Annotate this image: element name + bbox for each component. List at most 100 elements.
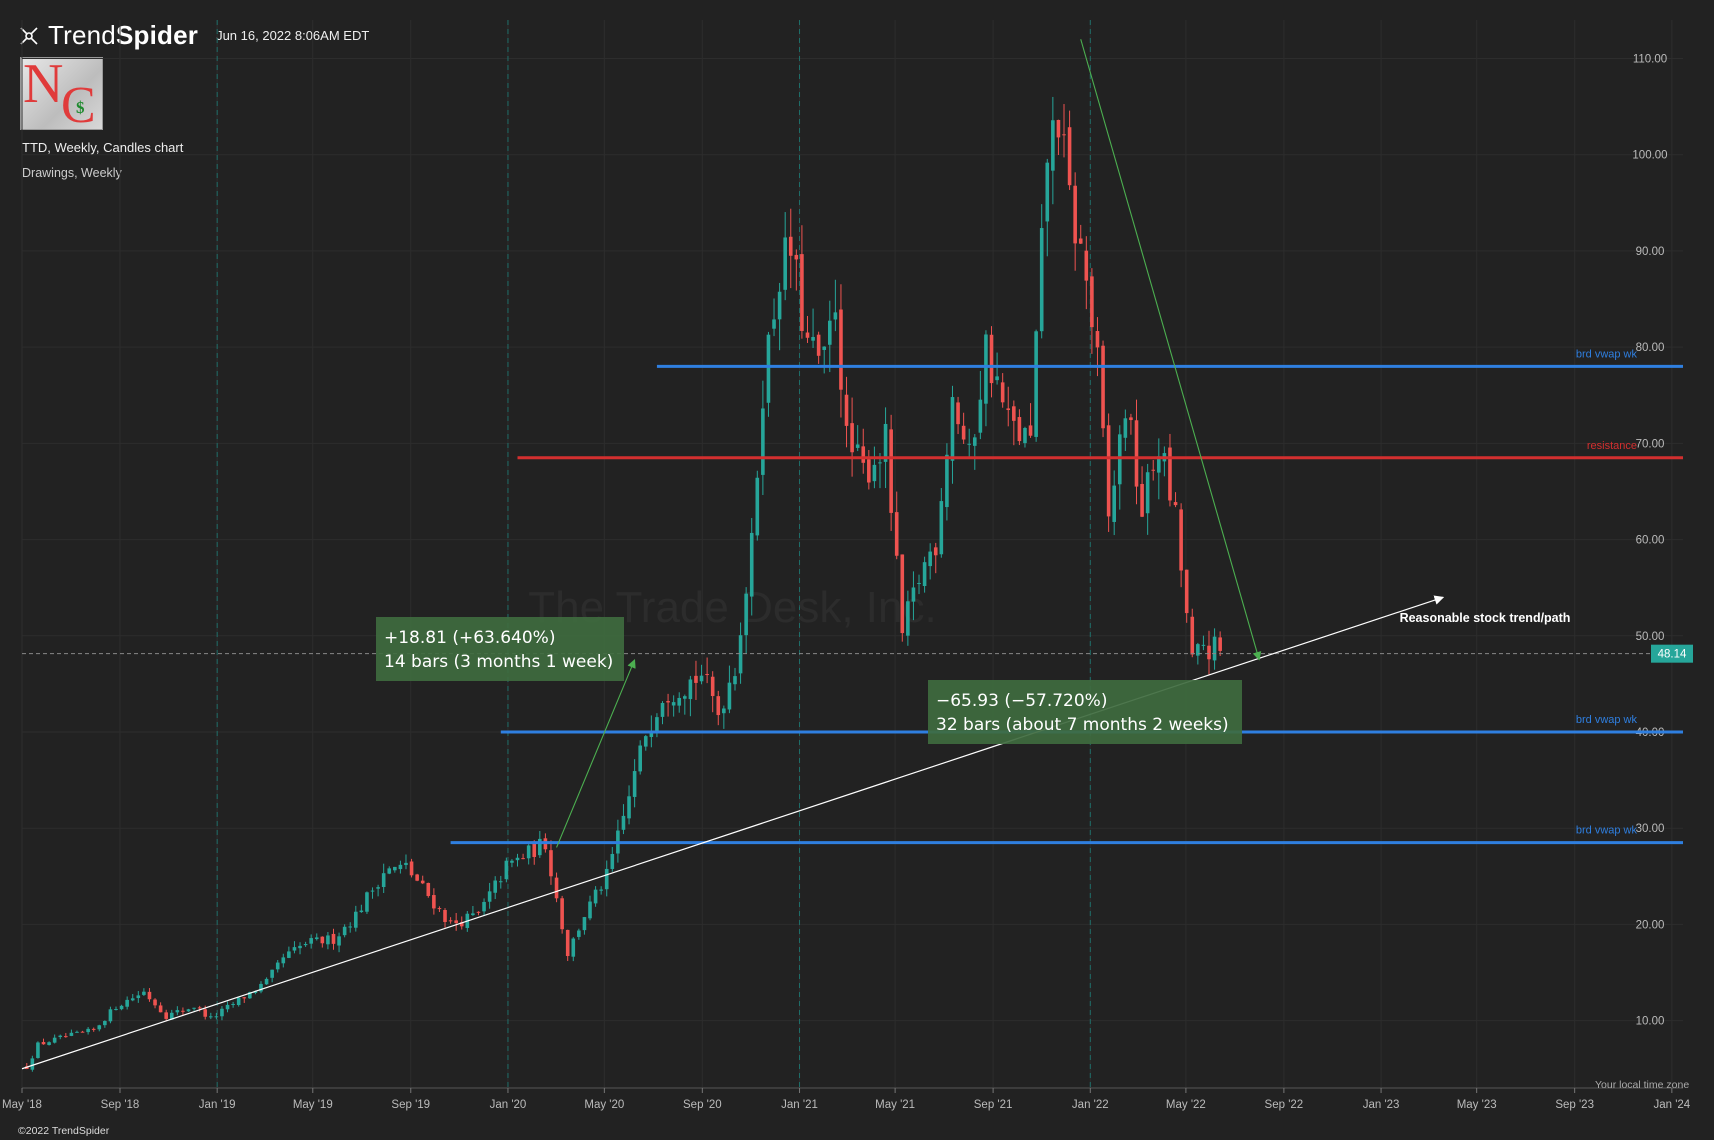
candle-up (683, 696, 687, 699)
candle-down (164, 1012, 168, 1019)
candle-down (1090, 276, 1094, 328)
candle-down (415, 874, 419, 881)
candle-up (169, 1012, 174, 1020)
measure-down-change: −65.93 (−57.720%) (936, 691, 1107, 711)
candle-down (437, 908, 442, 910)
x-tick-label: May '19 (293, 1099, 333, 1111)
candle-up (878, 462, 882, 464)
candle-down (203, 1009, 208, 1017)
candle-up (950, 397, 955, 461)
candle-down (1218, 637, 1222, 651)
candle-up (287, 951, 291, 958)
candle-up (248, 992, 252, 999)
candle-down (961, 425, 966, 440)
candle-up (744, 593, 748, 636)
candle-down (1028, 425, 1033, 436)
candle-up (772, 319, 776, 329)
candle-up (577, 930, 581, 937)
candle-up (264, 978, 269, 985)
candle-up (103, 1020, 107, 1026)
candle-up (381, 873, 386, 888)
candle-up (660, 702, 665, 717)
candle-up (822, 346, 827, 350)
candle-down (694, 675, 698, 683)
candle-up (231, 1003, 235, 1005)
level-label: resistance (1587, 440, 1637, 452)
candle-down (1012, 406, 1016, 421)
x-tick-label: May '20 (584, 1099, 624, 1111)
candle-up (945, 454, 949, 508)
candle-up (643, 736, 648, 747)
candle-down (933, 547, 938, 556)
candle-up (699, 675, 704, 682)
candle-down (1067, 127, 1072, 186)
candle-down (1106, 425, 1111, 517)
candle-up (827, 320, 832, 345)
x-tick-label: Jan '19 (199, 1099, 236, 1111)
candle-up (928, 551, 932, 567)
x-tick-label: Jan '21 (781, 1099, 818, 1111)
candle-down (565, 929, 570, 957)
level-label: brd vwap wk (1576, 825, 1638, 837)
x-tick-label: May '21 (875, 1099, 915, 1111)
candle-up (655, 717, 659, 732)
candle-up (1201, 644, 1206, 646)
y-tick-label: 70.00 (1636, 438, 1665, 450)
brand-header: TrendSpider Jun 16, 2022 8:06AM EDT (18, 20, 369, 51)
candle-up (995, 376, 999, 381)
candle-up (186, 1009, 191, 1012)
candle-up (175, 1010, 180, 1013)
candle-down (666, 701, 670, 703)
candle-down (197, 1007, 202, 1009)
candle-down (805, 332, 810, 338)
timezone-note[interactable]: Your local time zone (1595, 1079, 1690, 1091)
candle-up (621, 815, 626, 830)
candle-up (627, 796, 631, 819)
candle-up (125, 999, 129, 1007)
candle-down (900, 554, 905, 634)
candle-down (147, 991, 152, 1000)
candle-up (1145, 472, 1150, 514)
candle-up (738, 635, 743, 674)
candles-group (24, 96, 1222, 1072)
candle-up (593, 889, 598, 904)
x-tick-label: May '18 (2, 1099, 42, 1111)
candle-up (922, 562, 927, 587)
candle-up (225, 1004, 230, 1010)
measure-up-box (376, 617, 624, 681)
candle-up (365, 892, 369, 912)
candle-up (326, 935, 330, 945)
x-tick-label: May '23 (1457, 1099, 1497, 1111)
candle-up (75, 1031, 79, 1033)
candle-up (571, 938, 576, 957)
x-tick-label: Jan '20 (490, 1099, 527, 1111)
candle-up (47, 1042, 51, 1045)
y-tick-label: 110.00 (1633, 53, 1667, 65)
candle-down (554, 877, 559, 899)
candle-up (638, 745, 642, 772)
candle-down (448, 920, 453, 922)
candle-down (794, 254, 799, 260)
candle-up (766, 334, 771, 403)
candle-up (353, 911, 358, 928)
measure-down-box (928, 680, 1242, 744)
brand-name: TrendSpider (48, 20, 199, 50)
candle-up (482, 901, 486, 912)
candle-up (220, 1008, 224, 1017)
y-tick-label: 20.00 (1636, 919, 1665, 931)
candle-down (788, 236, 793, 256)
y-tick-label: 80.00 (1636, 342, 1665, 354)
candle-down (242, 997, 247, 999)
candle-up (259, 983, 263, 992)
trend-line-label: Reasonable stock trend/path (1400, 611, 1571, 625)
candle-down (560, 898, 564, 930)
x-tick-label: Sep '18 (101, 1099, 140, 1111)
candle-down (1151, 469, 1156, 471)
copyright: ©2022 TrendSpider (18, 1125, 110, 1137)
candle-up (314, 937, 319, 940)
candle-down (1190, 616, 1195, 655)
candle-up (582, 917, 587, 931)
candle-up (487, 891, 492, 902)
candle-down (1084, 250, 1089, 281)
